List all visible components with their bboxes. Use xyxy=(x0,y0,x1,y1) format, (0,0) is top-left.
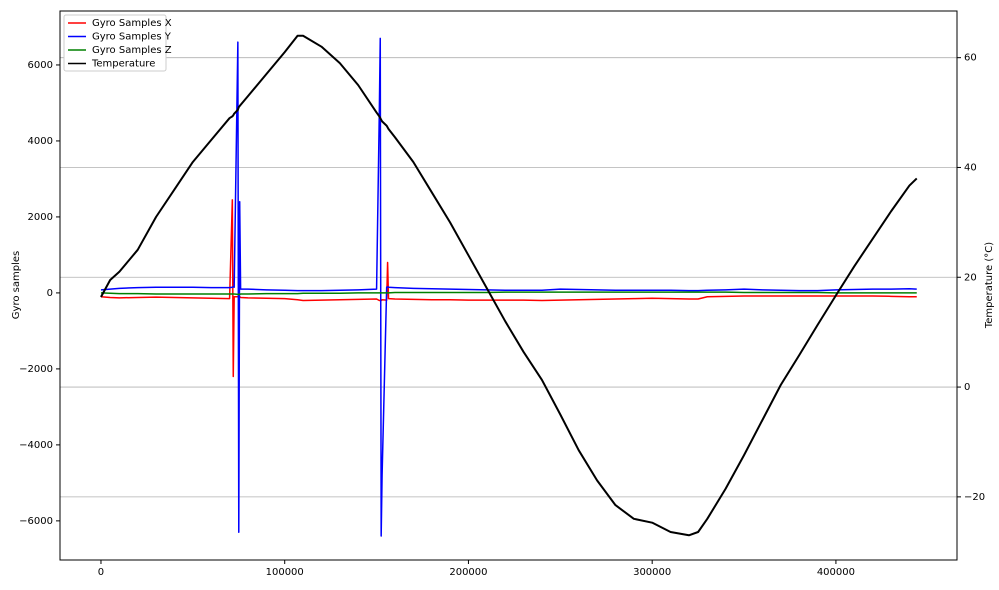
legend-box xyxy=(63,14,167,72)
y2-tick-label: 60 xyxy=(964,53,977,64)
series-line xyxy=(100,199,917,378)
plot-frame xyxy=(59,10,958,561)
series-line xyxy=(100,37,917,537)
series-line xyxy=(100,291,917,296)
legend-label: Gyro Samples Z xyxy=(92,45,172,56)
y-tick-label: 0 xyxy=(47,288,53,299)
x-tick-label: 300000 xyxy=(633,567,671,578)
legend: Gyro Samples X Gyro Samples Y Gyro Samples… xyxy=(63,14,172,72)
x-tick-label: 200000 xyxy=(449,567,487,578)
legend-label: Temperature xyxy=(91,59,155,70)
y-tick-label: 2000 xyxy=(28,212,53,223)
y2-axis-label: Temperature (°C) xyxy=(984,242,995,329)
series-line xyxy=(100,34,918,537)
x-tick-label: 0 xyxy=(98,567,104,578)
y-tick-label: 4000 xyxy=(28,136,53,147)
y-tick-label: −4000 xyxy=(19,440,53,451)
legend-label: Gyro Samples Y xyxy=(92,32,172,43)
y-tick-label: 6000 xyxy=(28,60,53,71)
x-tick-label: 100000 xyxy=(266,567,304,578)
y2-tick-label: 0 xyxy=(964,382,970,393)
y-axis-label: Gyro samples xyxy=(11,251,22,319)
y2-tick-label: 40 xyxy=(964,162,977,173)
x-tick-label: 400000 xyxy=(817,567,855,578)
legend-label: Gyro Samples X xyxy=(92,18,172,29)
y2-tick-label: 20 xyxy=(964,272,977,283)
y-tick-label: −2000 xyxy=(19,364,53,375)
y-tick-label: −6000 xyxy=(19,516,53,527)
y2-tick-label: −20 xyxy=(964,492,985,503)
